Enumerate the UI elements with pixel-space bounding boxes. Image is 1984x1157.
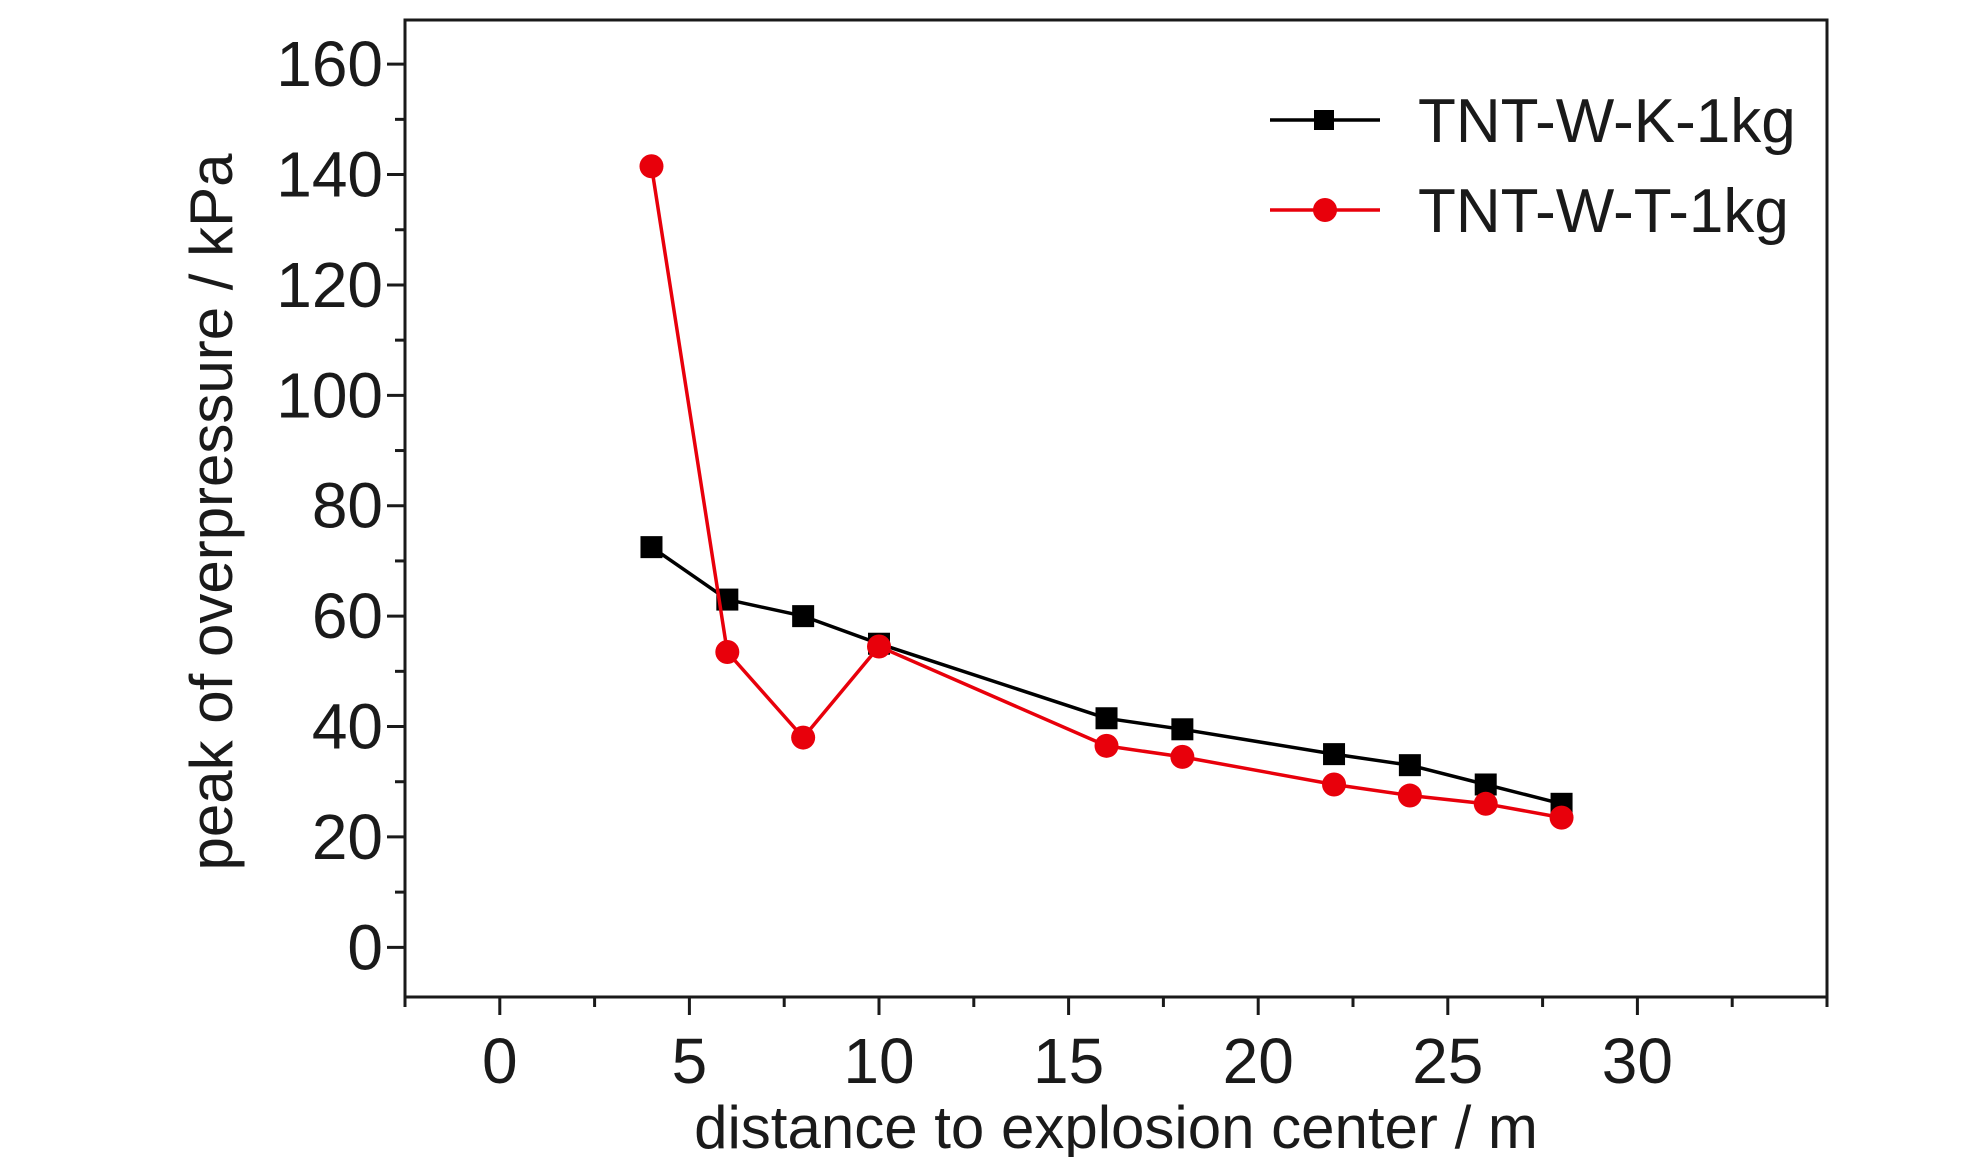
plot-frame: [403, 18, 1829, 999]
legend-marker-square: [1314, 110, 1334, 130]
data-point-circle: [1397, 783, 1422, 808]
legend-label: TNT-W-K-1kg: [1418, 87, 1796, 156]
data-point-square: [792, 605, 815, 628]
x-tick-label: 25: [1412, 1025, 1483, 1097]
series-line-1: [650, 545, 1563, 806]
y-tick-label: 140: [276, 139, 383, 211]
x-tick-label: 20: [1223, 1025, 1294, 1097]
series-line-2: [649, 166, 1562, 820]
y-tick-label: 0: [347, 911, 383, 983]
data-point-circle: [1322, 772, 1347, 797]
data-point-square: [1171, 718, 1194, 741]
y-tick-label: 80: [312, 470, 383, 542]
y-tick-label: 60: [312, 580, 383, 652]
data-point-circle: [1170, 744, 1195, 769]
y-tick-label: 160: [276, 28, 383, 100]
data-point-circle: [867, 634, 891, 659]
data-point-circle: [791, 725, 816, 750]
data-point-square: [1095, 707, 1118, 730]
legend: TNT-W-K-1kg TNT-W-T-1kg: [1270, 87, 1796, 246]
legend-marker-circle: [1313, 198, 1337, 222]
data-point-circle: [1549, 805, 1574, 830]
y-axis-ticks: 0 20 40 60 80 100 120 140 160: [276, 28, 405, 983]
data-point-circle: [715, 640, 740, 665]
x-axis-ticks: 0 5 10 15 20 25 30: [403, 997, 1829, 1097]
data-point-circle: [1094, 733, 1119, 758]
data-point-square: [1474, 773, 1497, 796]
x-tick-label: 0: [482, 1025, 518, 1097]
data-point-circle: [639, 154, 664, 179]
data-point-square: [640, 536, 663, 559]
x-tick-label: 5: [672, 1025, 708, 1097]
legend-label: TNT-W-T-1kg: [1418, 177, 1789, 246]
data-point-square: [1398, 754, 1421, 777]
x-tick-label: 10: [843, 1025, 914, 1097]
y-tick-label: 20: [312, 801, 383, 873]
series-layer: [639, 154, 1574, 830]
y-tick-label: 120: [276, 249, 383, 321]
x-tick-label: 15: [1033, 1025, 1104, 1097]
y-tick-label: 40: [312, 691, 383, 763]
x-axis-title: distance to explosion center / m: [694, 1094, 1538, 1157]
data-point-square: [1323, 743, 1346, 766]
data-point-square: [716, 588, 739, 611]
x-tick-label: 30: [1602, 1025, 1673, 1097]
y-axis-title: peak of overpressure / kPa: [178, 153, 245, 871]
y-tick-label: 100: [276, 359, 383, 431]
data-point-circle: [1473, 791, 1498, 816]
